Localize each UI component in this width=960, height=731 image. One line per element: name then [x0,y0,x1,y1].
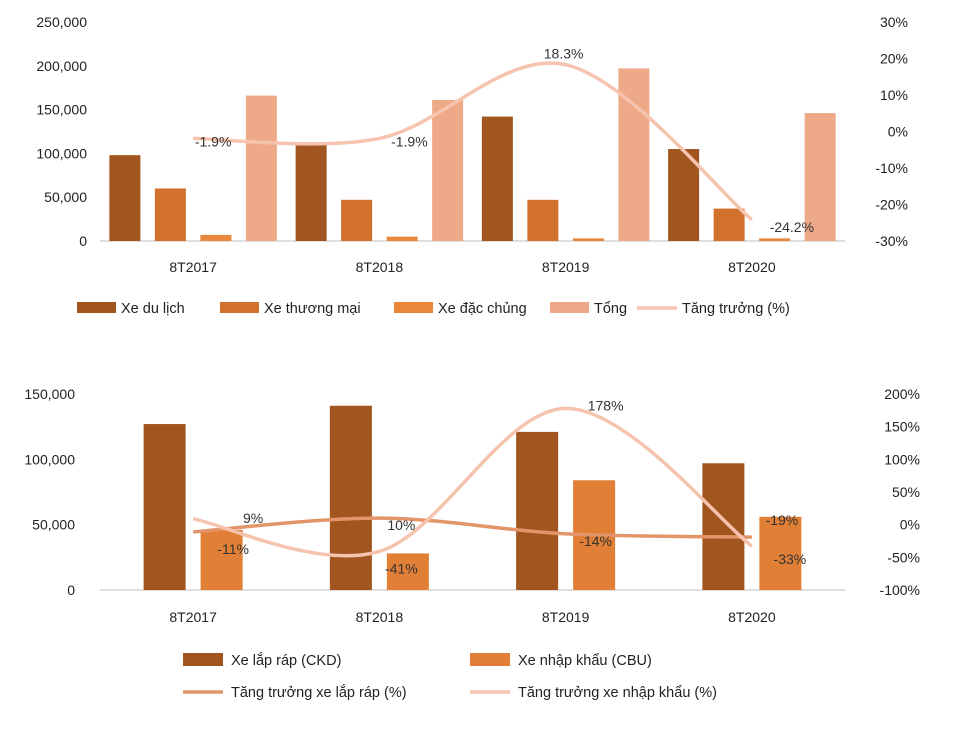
bar [572,238,604,241]
y-tick-label: 250,000 [36,14,87,30]
y-tick-label: 100,000 [24,451,75,467]
bar [143,424,186,590]
legend-label: Tăng trưởng xe nhập khẩu (%) [518,685,717,701]
data-label: -24.2% [770,219,814,235]
y2-tick-label: -50% [887,549,920,565]
bar [527,199,559,241]
legend-label: Xe đặc chủng [438,301,527,317]
data-label: 9% [243,510,263,526]
legend-swatch [220,302,259,313]
bar [341,199,373,241]
x-tick-label: 8T2018 [356,259,404,275]
y2-tick-label: -10% [875,160,908,176]
y2-tick-label: -20% [875,197,908,213]
bar [668,149,700,241]
y2-tick-label: 10% [880,87,908,103]
legend-label: Xe nhập khẩu (CBU) [518,653,652,669]
x-tick-label: 8T2017 [169,259,217,275]
data-label: -11% [217,541,249,557]
y-tick-label: 150,000 [24,386,75,402]
x-tick-label: 8T2020 [728,609,776,625]
bar [245,95,277,241]
bar [109,155,141,241]
data-label: 178% [588,397,624,413]
x-tick-label: 8T2017 [169,609,217,625]
bar [516,431,559,590]
y2-tick-label: 20% [880,51,908,67]
x-tick-label: 8T2019 [542,259,590,275]
data-label: -33% [774,551,807,567]
y2-tick-label: 150% [884,419,920,435]
y-tick-label: 150,000 [36,102,87,118]
legend-label: Tăng trưởng xe lắp ráp (%) [231,684,407,701]
x-tick-label: 8T2018 [356,609,404,625]
bar [386,553,429,590]
y2-tick-label: 100% [884,451,920,467]
legend-swatch [470,653,510,666]
legend-label: Tăng trưởng (%) [682,301,790,317]
legend-label: Xe du lịch [121,301,185,317]
bar [804,113,836,241]
y-tick-label: 100,000 [36,145,87,161]
bar [432,99,464,242]
legend-swatch [550,302,589,313]
bar [295,144,327,241]
bar [759,238,791,241]
y-tick-label: 200,000 [36,58,87,74]
data-label: -19% [766,512,799,528]
y2-tick-label: -100% [880,582,920,598]
legend-swatch [77,302,116,313]
x-tick-label: 8T2020 [728,259,776,275]
bar [481,116,513,241]
data-label: -1.9% [391,133,428,149]
bar [329,405,372,590]
data-label: 18.3% [544,46,584,62]
y2-tick-label: 200% [884,386,920,402]
bar [759,516,802,590]
ckd-growth-line [192,516,752,539]
y2-tick-label: -30% [875,233,908,249]
y2-tick-label: 50% [892,484,920,500]
bar [200,529,243,590]
y-tick-label: 50,000 [44,189,87,205]
legend-swatch [183,653,223,666]
data-label: -41% [385,560,418,576]
bar [386,236,418,241]
growth-line [193,61,753,222]
data-label: -14% [579,533,612,549]
y2-tick-label: 30% [880,14,908,30]
legend-label: Tổng [594,301,627,317]
legend-swatch [394,302,433,313]
bar [154,188,186,241]
y-tick-label: 0 [67,582,75,598]
bar [200,234,232,241]
y-tick-label: 0 [79,233,87,249]
data-label: 10% [387,517,415,533]
x-tick-label: 8T2019 [542,609,590,625]
bar [702,463,745,590]
legend-label: Xe lắp ráp (CKD) [231,652,341,669]
cbu-growth-line [192,406,753,558]
y-tick-label: 50,000 [32,517,75,533]
legend-label: Xe thương mại [264,301,361,317]
data-label: -1.9% [195,133,232,149]
y2-tick-label: 0% [888,124,908,140]
bar [713,208,745,241]
y2-tick-label: 0% [900,517,920,533]
